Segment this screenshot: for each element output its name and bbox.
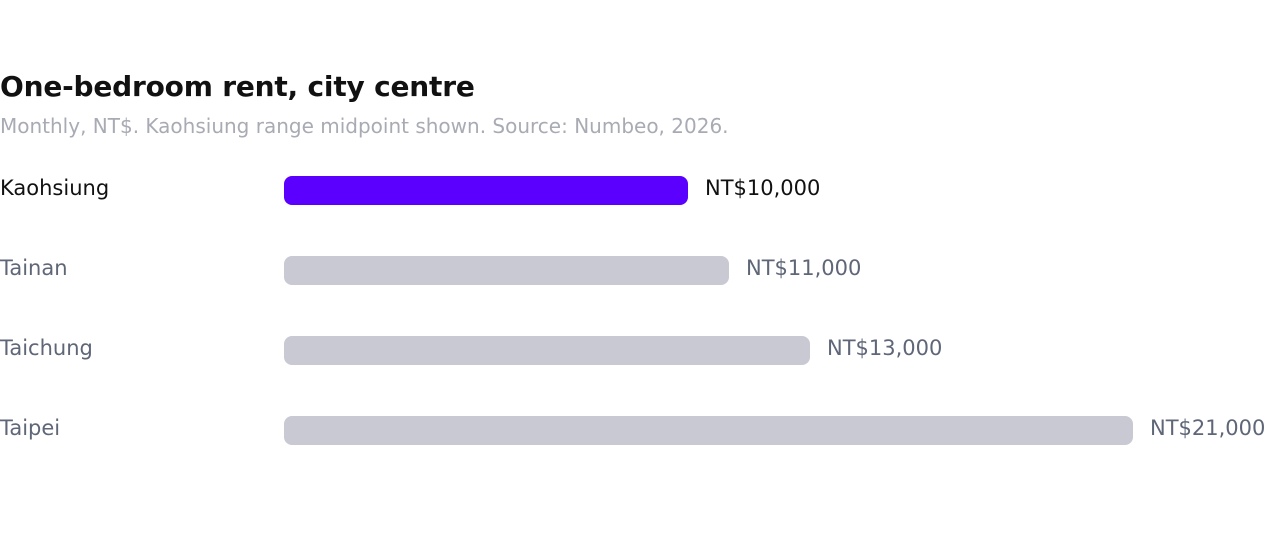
bar-row-taichung: Taichung NT$13,000	[0, 310, 1280, 390]
bar-row-taipei: Taipei NT$21,000	[0, 390, 1280, 470]
value-label: NT$10,000	[705, 176, 821, 200]
bar-chart: Kaohsiung NT$10,000 Tainan NT$11,000 Taichun…	[0, 150, 1280, 470]
bar-tainan	[284, 256, 729, 285]
chart-subtitle: Monthly, NT$. Kaohsiung range midpoint s…	[0, 114, 729, 138]
chart-title: One-bedroom rent, city centre	[0, 70, 475, 103]
value-label: NT$21,000	[1150, 416, 1266, 440]
bar-row-tainan: Tainan NT$11,000	[0, 230, 1280, 310]
bar-taipei	[284, 416, 1133, 445]
bar-kaohsiung	[284, 176, 688, 205]
category-label: Taichung	[0, 336, 93, 360]
category-label: Taipei	[0, 416, 61, 440]
category-label: Kaohsiung	[0, 176, 110, 200]
bar-taichung	[284, 336, 810, 365]
value-label: NT$11,000	[746, 256, 862, 280]
category-label: Tainan	[0, 256, 68, 280]
value-label: NT$13,000	[827, 336, 943, 360]
bar-row-kaohsiung: Kaohsiung NT$10,000	[0, 150, 1280, 230]
